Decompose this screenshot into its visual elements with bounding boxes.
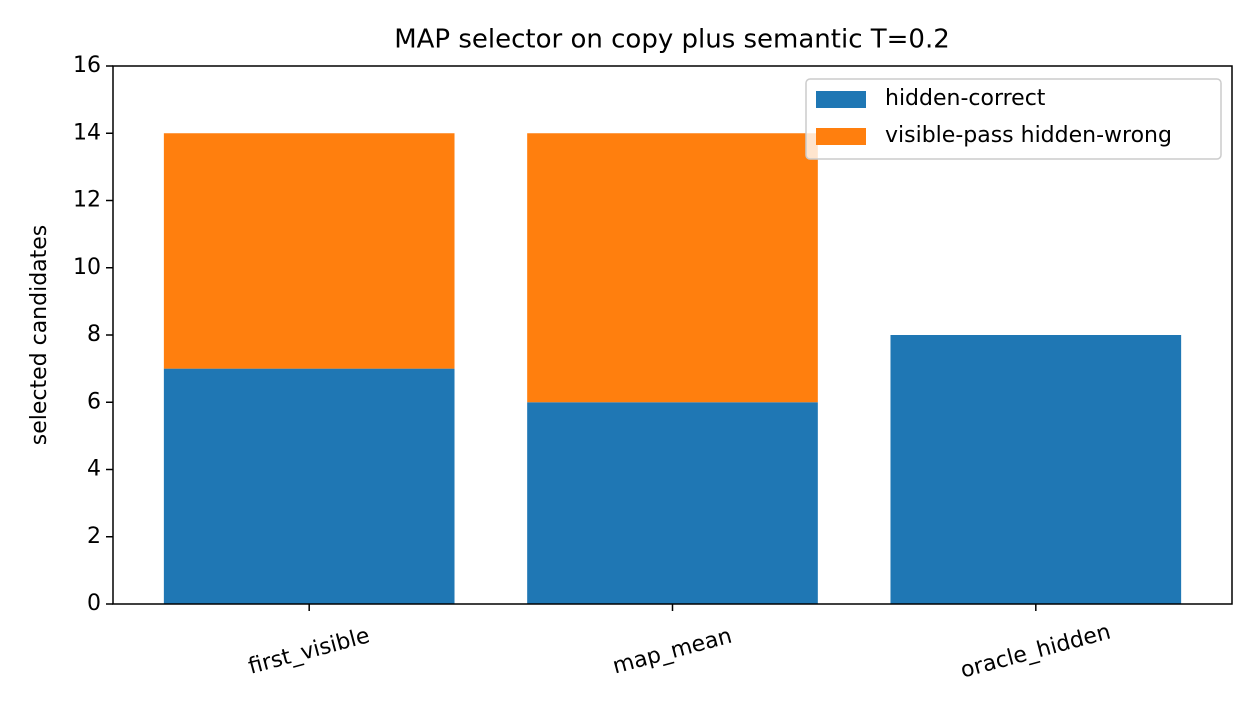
y-tick-label: 14	[73, 120, 101, 145]
bar-segment	[527, 402, 818, 604]
bar-segment	[890, 335, 1182, 604]
bar-segment	[163, 133, 455, 369]
plot-frame	[112, 65, 1233, 605]
y-tick-label: 8	[87, 322, 101, 347]
y-tick-label: 6	[87, 389, 101, 414]
y-tick-label: 2	[87, 524, 101, 549]
bar-segment	[163, 368, 455, 604]
legend-swatch	[816, 91, 866, 108]
y-axis-label: selected candidates	[27, 225, 52, 446]
x-tick-label: map_mean	[610, 624, 735, 680]
y-tick-label: 10	[73, 255, 101, 280]
y-tick-label: 16	[73, 53, 101, 78]
y-tick-label: 12	[73, 188, 101, 213]
legend-label: hidden-correct	[885, 86, 1046, 111]
legend-box	[805, 78, 1222, 160]
y-tick-label: 0	[87, 591, 101, 616]
y-tick-label: 4	[87, 457, 101, 482]
legend-label: visible-pass hidden-wrong	[885, 123, 1172, 148]
legend-swatch	[816, 128, 866, 145]
bar-segment	[527, 133, 818, 403]
x-tick-label: first_visible	[246, 623, 373, 679]
chart-title: MAP selector on copy plus semantic T=0.2	[394, 25, 950, 55]
x-tick-label: oracle_hidden	[958, 619, 1113, 683]
